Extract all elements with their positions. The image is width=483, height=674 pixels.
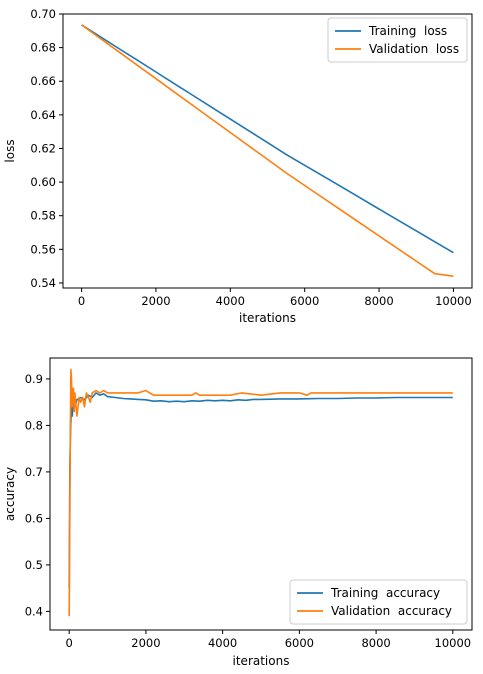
y-tick-label: 0.56 [30,242,56,256]
legend-label: Training loss [368,24,447,38]
x-tick-label: 8000 [361,636,390,650]
series-line-training [68,392,453,589]
chart-2: 0 2000 4000 6000 8000 10000 0.4 0.5 0.6 0.7 0.8 0.9… [3,357,473,668]
legend-label: Validation loss [369,42,459,56]
y-tick-label: 0.9 [25,372,43,386]
y-tick-label: 0.5 [25,558,43,572]
y-tick-label: 0.66 [30,74,56,88]
series-group [68,368,453,617]
x-tick-label: 8000 [364,294,393,308]
x-tick-label: 4000 [216,294,245,308]
legend: Training accuracy Validation accuracy [289,579,468,625]
series-line-validation [68,368,453,617]
x-tick-label: 0 [66,636,73,650]
y-tick-label: 0.6 [25,511,43,525]
y-tick-label: 0.62 [30,141,56,155]
y-tick-label: 0.60 [30,175,56,189]
x-tick-label: 2000 [131,636,160,650]
y-tick-label: 0.68 [30,41,56,55]
x-tick-label: 0 [78,294,85,308]
y-tick-label: 0.70 [30,7,56,21]
x-tick-label: 10000 [435,294,472,308]
y-axis-label: accuracy [3,467,17,521]
series-line-validation [81,24,454,277]
y-axis-label: loss [3,139,17,162]
series-line-training [81,24,454,254]
y-tick-label: 0.58 [30,209,56,223]
legend-box [289,579,468,625]
x-tick-label: 6000 [290,294,319,308]
y-tick-label: 0.7 [25,465,43,479]
chart-1: 0 2000 4000 6000 8000 10000 0.54 0.56 0.58 0.60 0.… [3,7,473,325]
y-tick-label: 0.54 [30,276,56,290]
x-tick-label: 4000 [208,636,237,650]
x-axis-label: iterations [239,311,296,325]
series-group [81,24,454,277]
legend: Training loss Validation loss [327,17,468,63]
x-tick-label: 10000 [435,636,472,650]
y-tick-label: 0.8 [25,418,43,432]
legend-label: Validation accuracy [331,604,452,618]
x-axis-label: iterations [233,654,290,668]
plot-frame [49,357,473,631]
x-tick-label: 6000 [285,636,314,650]
y-tick-label: 0.4 [25,604,43,618]
plot-frame [62,13,473,289]
x-tick-label: 2000 [141,294,170,308]
legend-box [327,17,468,63]
legend-label: Training accuracy [330,586,440,600]
y-tick-label: 0.64 [30,108,56,122]
